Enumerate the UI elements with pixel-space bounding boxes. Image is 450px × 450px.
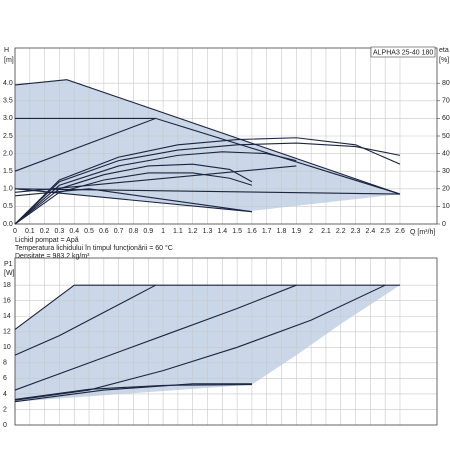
y-tick-label: 0 <box>3 422 7 429</box>
y2-tick-label: 50 <box>442 133 450 140</box>
title-box <box>370 46 436 58</box>
y-tick-label: 16 <box>3 298 11 305</box>
y-tick-label: 0.5 <box>3 203 13 210</box>
x-tick-label: 0 <box>13 228 17 235</box>
y2-tick-label: 10 <box>442 203 450 210</box>
x-axis-label: Q [m³/h] <box>410 229 435 236</box>
y-tick-label: 1.5 <box>3 168 13 175</box>
y-tick-label: 18 <box>3 282 11 289</box>
x-tick-label: 0.7 <box>114 228 124 235</box>
x-tick-label: 0.5 <box>84 228 94 235</box>
x-tick-label: 0.4 <box>69 228 79 235</box>
y2-axis-unit: [%] <box>439 57 449 64</box>
x-tick-label: 0.6 <box>99 228 109 235</box>
curve <box>14 151 297 225</box>
y-tick-label: 4.0 <box>3 80 13 87</box>
x-tick-label: 1.8 <box>277 228 287 235</box>
x-tick-label: 1.4 <box>217 228 227 235</box>
y-tick-label: 1.0 <box>3 186 13 193</box>
y2-tick-label: 30 <box>442 168 450 175</box>
x-tick-label: 1.2 <box>188 228 198 235</box>
y-tick-label: 12 <box>3 329 11 336</box>
y2-tick-label: 40 <box>442 150 450 157</box>
y2-tick-label: 0 <box>442 221 446 228</box>
y-tick-label: 8 <box>3 360 7 367</box>
x-tick-label: 1.9 <box>291 228 301 235</box>
x-tick-label: 1.3 <box>203 228 213 235</box>
curve <box>14 117 401 195</box>
y2-axis-label: eta <box>439 47 449 54</box>
y-axis-label: P1 <box>4 261 13 268</box>
y-tick-label: 10 <box>3 344 11 351</box>
x-tick-label: 1.7 <box>262 228 272 235</box>
x-tick-label: 1 <box>161 228 165 235</box>
y2-tick-label: 80 <box>442 80 450 87</box>
x-tick-label: 0.8 <box>129 228 139 235</box>
curve <box>14 383 252 403</box>
x-tick-label: 2.5 <box>380 228 390 235</box>
y2-tick-label: 60 <box>442 115 450 122</box>
x-tick-label: 2.6 <box>395 228 405 235</box>
curve <box>14 137 401 225</box>
curve <box>14 284 156 356</box>
curve <box>14 284 297 391</box>
curve <box>14 79 401 195</box>
y-tick-label: 3.5 <box>3 98 13 105</box>
note: Temperatura lichidului în timpul funcţio… <box>15 244 173 252</box>
x-tick-label: 2 <box>309 228 313 235</box>
x-tick-label: 0.9 <box>143 228 153 235</box>
y-tick-label: 2 <box>3 406 7 413</box>
y-axis-label: H <box>4 47 9 54</box>
x-tick-label: 0.2 <box>40 228 50 235</box>
x-tick-label: 0.3 <box>55 228 65 235</box>
x-tick-label: 2.2 <box>336 228 346 235</box>
plot-frame <box>14 257 438 426</box>
curve <box>14 163 253 225</box>
note: Densitate = 983.2 kg/m³ <box>15 253 90 260</box>
y-tick-label: 14 <box>3 313 11 320</box>
curve <box>14 284 386 401</box>
x-tick-label: 2.1 <box>321 228 331 235</box>
x-tick-label: 2.4 <box>366 228 376 235</box>
x-tick-label: 0.1 <box>25 228 35 235</box>
x-tick-label: 1.1 <box>173 228 183 235</box>
curve <box>14 188 252 213</box>
y-tick-label: 0.0 <box>3 221 13 228</box>
curve <box>14 142 401 225</box>
note: Lichid pompat = Apă <box>15 237 79 244</box>
y-tick-label: 2.0 <box>3 150 13 157</box>
curve <box>14 172 253 225</box>
y-axis-unit: [W] <box>4 270 15 277</box>
y2-tick-label: 70 <box>442 98 450 105</box>
y-tick-label: 2.5 <box>3 133 13 140</box>
y2-tick-label: 20 <box>442 186 450 193</box>
x-tick-label: 1.5 <box>232 228 242 235</box>
plot-frame <box>14 47 438 225</box>
chart-title: ALPHA3 25-40 180 <box>373 49 433 56</box>
curve <box>14 284 400 330</box>
y-axis-unit: [m] <box>4 57 14 64</box>
x-tick-label: 1.6 <box>247 228 257 235</box>
y-tick-label: 3.0 <box>3 115 13 122</box>
y-tick-label: 4 <box>3 391 7 398</box>
curve <box>14 384 252 400</box>
y-tick-label: 6 <box>3 375 7 382</box>
x-tick-label: 2.3 <box>351 228 361 235</box>
